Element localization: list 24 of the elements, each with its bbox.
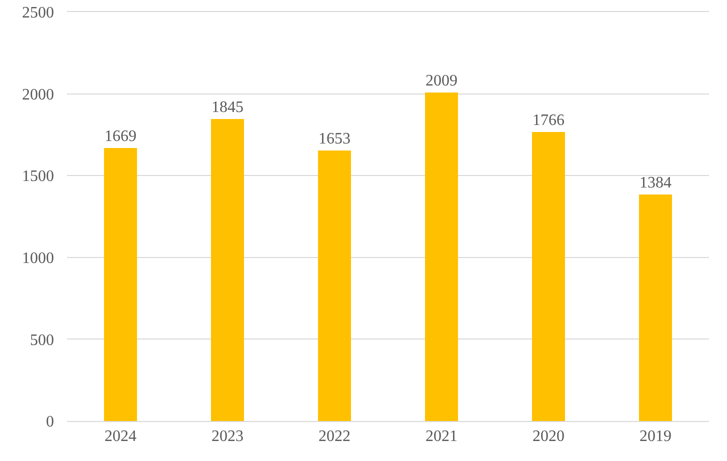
x-tick-label: 2019 xyxy=(640,428,672,446)
bar xyxy=(638,194,672,421)
data-label: 1845 xyxy=(212,99,244,116)
bar xyxy=(424,92,458,421)
bar xyxy=(210,119,244,421)
x-tick-label: 2021 xyxy=(426,428,458,446)
y-tick-label: 1000 xyxy=(22,250,54,267)
bar xyxy=(318,150,352,421)
y-tick-label: 2500 xyxy=(22,4,54,22)
bar xyxy=(532,132,566,421)
data-label: 2009 xyxy=(426,72,458,90)
y-tick-label: 2000 xyxy=(22,86,54,104)
data-label: 1669 xyxy=(104,128,136,145)
bar xyxy=(104,148,138,421)
data-label: 1766 xyxy=(532,112,564,130)
x-tick-label: 2022 xyxy=(318,428,350,446)
x-tick-label: 2020 xyxy=(532,428,564,446)
y-tick-label: 0 xyxy=(46,414,54,431)
y-tick-label: 1500 xyxy=(22,168,54,186)
data-label: 1653 xyxy=(318,130,350,148)
y-tick-label: 500 xyxy=(30,332,54,349)
x-tick-label: 2023 xyxy=(212,428,244,446)
x-tick-label: 2024 xyxy=(104,428,136,446)
data-label: 1384 xyxy=(640,174,672,192)
